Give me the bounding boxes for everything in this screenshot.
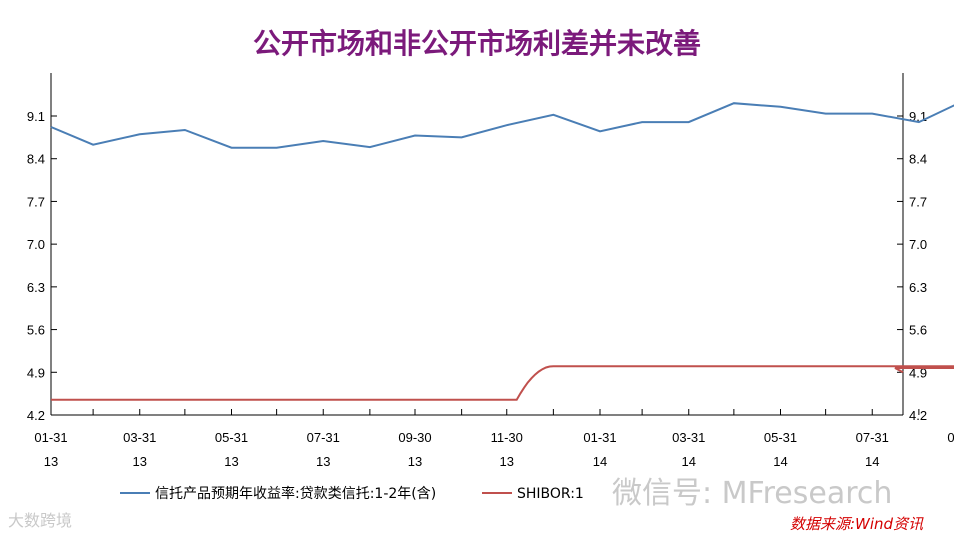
x-tick-label: 07-31: [307, 430, 340, 445]
y-tick-label-right: 8.4: [909, 152, 927, 167]
x-tick-label: 05-31: [764, 430, 797, 445]
y-tick-label-left: 8.4: [27, 152, 45, 167]
x-tick-label: 01-31: [583, 430, 616, 445]
y-tick-label-left: 6.3: [27, 280, 45, 295]
y-tick-label-left: 4.9: [27, 365, 45, 380]
y-tick-label-right: 7.7: [909, 194, 927, 209]
x-tick-label-year: 13: [133, 454, 147, 469]
x-tick-label-year: 13: [500, 454, 514, 469]
legend-label-trust: 信托产品预期年收益率:贷款类信托:1-2年(含): [155, 485, 436, 502]
x-tick-label: 11-30: [491, 430, 523, 445]
y-tick-label-right: 6.3: [909, 280, 927, 295]
legend-label-shibor: SHIBOR:1: [517, 486, 584, 502]
y-tick-label-left: 4.2: [27, 408, 45, 423]
chart-title: 公开市场和非公开市场利差并未改善: [252, 27, 701, 60]
x-tick-label: 07-31: [856, 430, 889, 445]
series-line-shibor: [51, 365, 954, 401]
x-tick-label-year: 14: [773, 454, 787, 469]
watermark-text: 微信号: MFresearch: [612, 476, 893, 511]
x-tick-label: 09-30: [947, 430, 954, 445]
y-tick-label-left: 9.1: [27, 109, 45, 124]
x-tick-label-year: 14: [682, 454, 696, 469]
x-tick-label: 03-31: [123, 430, 156, 445]
x-tick-label: 05-31: [215, 430, 248, 445]
source-note: 数据来源:Wind资讯: [790, 515, 924, 533]
y-tick-label-left: 7.0: [27, 237, 45, 252]
y-tick-label-right: 5.6: [909, 323, 927, 338]
y-tick-label-left: 5.6: [27, 323, 45, 338]
y-tick-label-right: 4.2: [909, 408, 927, 423]
corner-logo: 大数跨境: [8, 511, 73, 530]
y-tick-label-right: 4.9: [909, 365, 927, 380]
x-tick-label: 09-30: [398, 430, 431, 445]
x-tick-label-year: 13: [316, 454, 330, 469]
y-tick-label-left: 7.7: [27, 194, 45, 209]
x-tick-label-year: 13: [408, 454, 422, 469]
x-tick-label-year: 13: [44, 454, 58, 469]
x-tick-label: 01-31: [34, 430, 67, 445]
x-tick-label-year: 13: [224, 454, 238, 469]
axes-group: [50, 73, 904, 416]
x-tick-label-year: 14: [593, 454, 607, 469]
legend: 信托产品预期年收益率:贷款类信托:1-2年(含) SHIBOR:1: [120, 485, 584, 502]
x-tick-label-year: 14: [865, 454, 879, 469]
y-tick-label-right: 7.0: [909, 237, 927, 252]
series-group: [50, 102, 954, 401]
x-tick-label: 03-31: [672, 430, 705, 445]
series-line-trust: [50, 102, 954, 149]
